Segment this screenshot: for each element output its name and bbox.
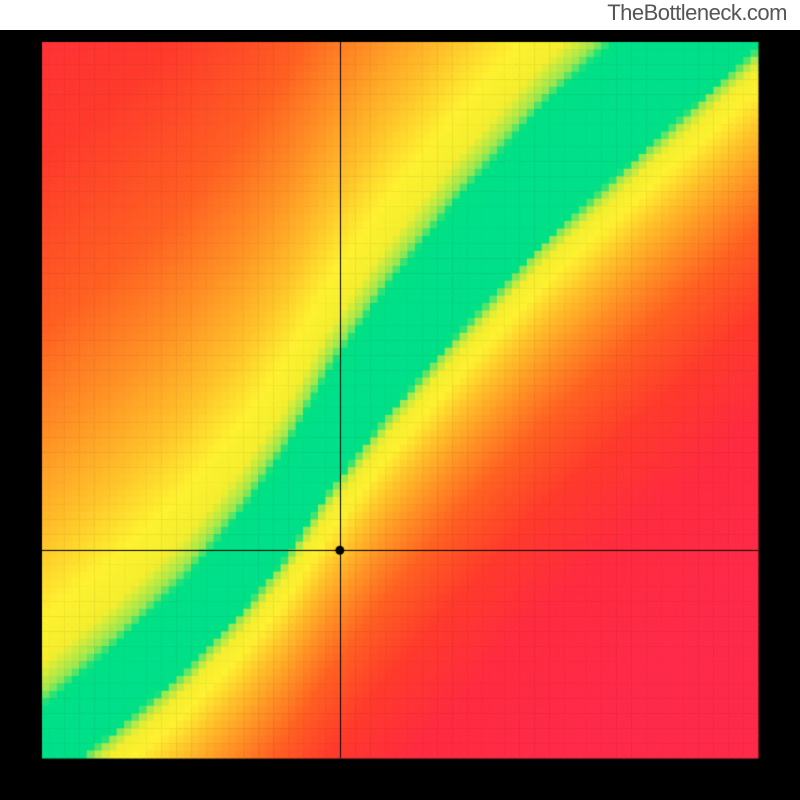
attribution-text: TheBottleneck.com xyxy=(607,0,787,26)
bottleneck-heatmap xyxy=(0,30,800,800)
